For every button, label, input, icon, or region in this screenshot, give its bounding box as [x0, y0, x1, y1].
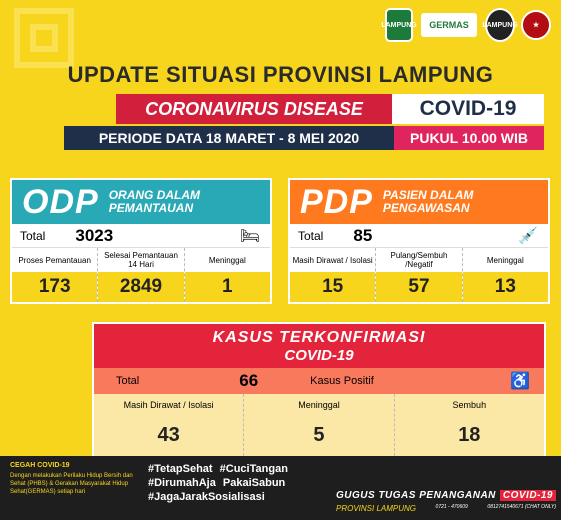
decor-square — [14, 8, 74, 68]
odp-col: Selesai Pemantauan 14 Hari 2849 — [98, 248, 185, 302]
page-title: UPDATE SITUASI PROVINSI LAMPUNG — [67, 62, 494, 87]
pdp-header: PDP PASIEN DALAM PENGAWASAN — [290, 180, 548, 224]
odp-col: Meninggal 1 — [184, 248, 270, 302]
doctor-icon: 🛏 — [239, 227, 260, 245]
period-band: PERIODE DATA 18 MARET - 8 MEI 2020 PUKUL… — [64, 126, 544, 150]
hashtag: #TetapSehat — [148, 463, 213, 475]
pdp-col-label: Masih Dirawat / Isolasi — [290, 248, 376, 272]
odp-col: Proses Pemantauan 173 — [12, 248, 99, 302]
iv-drip-icon: 💉 — [518, 227, 538, 245]
pdp-col-value: 13 — [462, 272, 548, 302]
pdp-col-label: Meninggal — [462, 248, 548, 272]
tni-logo: ★ — [521, 10, 551, 40]
odp-col-value: 2849 — [98, 272, 184, 302]
disease-label: CORONAVIRUS DISEASE — [116, 94, 392, 124]
pdp-breakdown: Masih Dirawat / Isolasi 15 Pulang/Sembuh … — [290, 248, 548, 302]
confirmed-title: KASUS TERKONFIRMASI — [212, 328, 426, 346]
task-force-covid: COVID-19 — [499, 490, 556, 501]
pdp-col-label: Pulang/Sembuh /Negatif — [376, 248, 462, 272]
odp-col-value: 1 — [184, 272, 270, 302]
pdp-col: Meninggal 13 — [462, 248, 548, 302]
germas-logo: GERMAS — [419, 11, 479, 39]
footer: CEGAH COVID-19 Dengan melakukan Perilaku… — [0, 456, 561, 520]
odp-total-label: Total — [20, 228, 46, 243]
odp-card: ODP ORANG DALAM PEMANTAUAN Total 3023 🛏 … — [10, 178, 272, 304]
decor-square — [30, 24, 58, 52]
call-center: 0721 - 470609 — [435, 504, 468, 510]
odp-total-row: Total 3023 🛏 — [12, 224, 270, 248]
pdp-full-line1: PASIEN DALAM — [382, 188, 474, 202]
pdp-total-value: 85 — [353, 225, 373, 245]
confirmed-total-row: Total 66 Kasus Positif ♿ — [94, 368, 544, 394]
confirmed-col-value: 43 — [157, 424, 180, 446]
confirmed-total-label: Total — [116, 375, 140, 387]
pdp-col-value: 57 — [376, 272, 462, 302]
wheelchair-icon: ♿ — [510, 373, 530, 390]
odp-breakdown: Proses Pemantauan 173 Selesai Pemantauan … — [12, 248, 270, 302]
prevention-note: CEGAH COVID-19 Dengan melakukan Perilaku… — [10, 462, 140, 496]
confirmed-col: Masih Dirawat / Isolasi 43 — [94, 394, 245, 456]
pdp-abbr: PDP — [300, 182, 373, 221]
confirmed-positive-label: Kasus Positif — [310, 375, 374, 387]
hashtag: #DirumahAja — [148, 477, 216, 489]
confirmed-col: Sembuh 18 — [395, 394, 544, 456]
disease-band: CORONAVIRUS DISEASE COVID-19 — [116, 94, 544, 124]
odp-abbr: ODP — [22, 182, 99, 221]
hashtag: #JagaJarakSosialisasi — [148, 491, 265, 503]
confirmed-col-label: Meninggal — [298, 400, 340, 410]
pdp-card: PDP PASIEN DALAM PENGAWASAN Total 85 💉 M… — [288, 178, 550, 304]
confirmed-col-value: 5 — [313, 424, 325, 446]
pdp-full-line2: PENGAWASAN — [382, 201, 470, 215]
odp-total-value: 3023 — [75, 225, 114, 245]
hotline: 0812741540671 (CHAT ONLY) — [487, 504, 556, 510]
confirmed-breakdown: Masih Dirawat / Isolasi 43 Meninggal 5 Sem… — [94, 394, 544, 456]
pdp-col-value: 15 — [290, 272, 376, 302]
task-force-province: PROVINSI LAMPUNG — [336, 504, 417, 513]
odp-full-title: ORANG DALAM PEMANTAUAN — [109, 189, 200, 215]
confirmed-col-label: Masih Dirawat / Isolasi — [123, 400, 214, 410]
task-force-title: GUGUS TUGAS PENANGANAN — [336, 490, 496, 501]
odp-header: ODP ORANG DALAM PEMANTAUAN — [12, 180, 270, 224]
confirmed-total-value: 66 — [239, 371, 259, 390]
hashtag: PakaiSabun — [222, 477, 286, 489]
odp-col-label: Proses Pemantauan — [12, 248, 98, 272]
pdp-total-label: Total — [298, 228, 324, 243]
time-label: PUKUL 10.00 WIB — [394, 126, 544, 150]
confirmed-subtitle: COVID-19 — [284, 346, 354, 364]
odp-full-line1: ORANG DALAM — [108, 188, 201, 202]
pdp-col: Pulang/Sembuh /Negatif 57 — [376, 248, 463, 302]
task-force: GUGUS TUGAS PENANGANAN COVID-19 PROVINSI … — [336, 490, 556, 513]
odp-col-label: Meninggal — [184, 248, 270, 272]
confirmed-col-value: 18 — [458, 424, 481, 446]
covid-label: COVID-19 — [392, 94, 544, 124]
pdp-total-row: Total 85 💉 — [290, 224, 548, 248]
prevention-text: Dengan melakukan Perilaku Hidup Bersih d… — [10, 473, 133, 495]
odp-col-value: 173 — [12, 272, 98, 302]
confirmed-col-label: Sembuh — [452, 400, 487, 410]
odp-full-line2: PEMANTAUAN — [108, 201, 194, 215]
confirmed-header: KASUS TERKONFIRMASI COVID-19 — [94, 324, 544, 368]
confirmed-col: Meninggal 5 — [244, 394, 395, 456]
hashtag-list: #TetapSehat #CuciTangan #DirumahAja Paka… — [148, 462, 334, 504]
pdp-col: Masih Dirawat / Isolasi 15 — [290, 248, 377, 302]
lampung-logo: LAMPUNG — [381, 8, 417, 42]
polri-logo: LAMPUNG — [482, 8, 518, 42]
confirmed-card: KASUS TERKONFIRMASI COVID-19 Total 66 Ka… — [92, 322, 546, 456]
pdp-full-title: PASIEN DALAM PENGAWASAN — [383, 189, 473, 215]
odp-col-label: Selesai Pemantauan 14 Hari — [98, 248, 184, 272]
hashtag: #CuciTangan — [219, 463, 288, 475]
logo-bar: LAMPUNG GERMAS LAMPUNG ★ — [381, 8, 551, 42]
prevention-title: CEGAH COVID-19 — [10, 462, 70, 469]
period-label: PERIODE DATA 18 MARET - 8 MEI 2020 — [64, 126, 394, 150]
